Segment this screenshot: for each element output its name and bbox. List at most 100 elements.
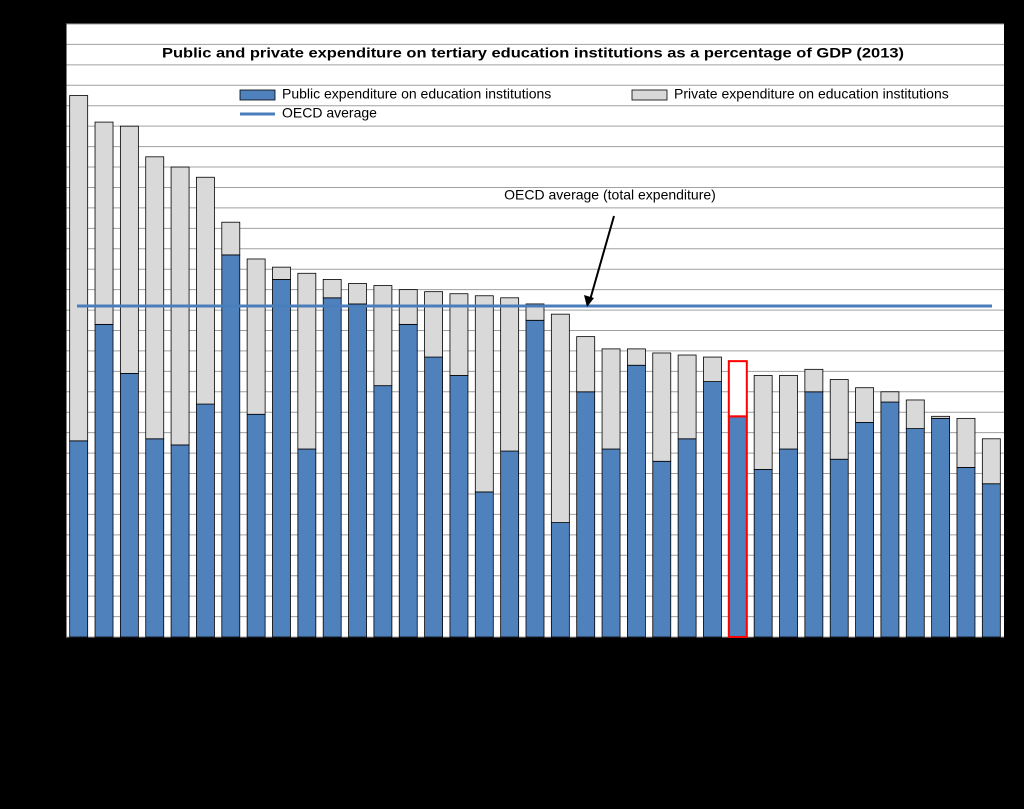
y-tick-label: 2 — [50, 219, 58, 235]
arrow-head — [584, 295, 594, 307]
bar-segment — [779, 375, 798, 450]
y-tick-label: 2.5 — [39, 117, 59, 133]
y-tick-label: 0.8 — [39, 464, 59, 480]
bar-segment — [119, 125, 139, 374]
bar-segment — [703, 381, 722, 638]
bar-segment — [322, 297, 342, 638]
y-tick-label: 2.7 — [39, 76, 59, 92]
y-tick-label: 2.6 — [39, 96, 59, 112]
y-tick-label: 2.1 — [39, 199, 59, 215]
bar-segment — [753, 375, 773, 470]
y-tick-label: 1.4 — [39, 342, 59, 358]
y-tick-label: 2.3 — [39, 158, 59, 174]
bar-segment — [69, 95, 89, 442]
chart-title: Public and private expenditure on tertia… — [162, 45, 904, 61]
bar-segment — [804, 391, 824, 638]
y-tick-label: 2.2 — [39, 178, 59, 194]
bar-segment — [170, 444, 190, 638]
bar-segment — [424, 291, 443, 358]
y-tick-label: 0.5 — [39, 526, 59, 542]
bar-segment — [855, 422, 874, 638]
y-tick-label: 0.1 — [39, 607, 59, 623]
bar-segment — [322, 279, 342, 299]
bar-segment — [956, 417, 976, 468]
bar-segment — [246, 258, 266, 415]
bar-segment — [703, 356, 722, 382]
bar-segment — [221, 254, 241, 638]
bar-segment — [981, 438, 1001, 485]
bar-segment — [576, 336, 596, 393]
y-tick-label: 0.3 — [39, 566, 59, 582]
bar-segment — [905, 428, 925, 638]
y-tick-label: 0.6 — [39, 505, 59, 521]
legend-label: Private expenditure on education institu… — [674, 86, 949, 102]
legend-label: OECD average — [282, 105, 377, 121]
bar-segment — [931, 415, 951, 419]
bar-segment — [272, 279, 291, 638]
bar-segment — [550, 313, 570, 523]
bar-segment — [272, 266, 291, 280]
bar-segment — [449, 293, 469, 376]
bar-segment — [424, 356, 443, 638]
bar-segment — [753, 469, 773, 638]
bar-segment — [500, 297, 520, 452]
y-tick-label: 0.7 — [39, 485, 59, 501]
bar-segment — [94, 121, 114, 325]
y-tick-label: 0.2 — [39, 587, 59, 603]
bar-segment — [449, 375, 469, 638]
y-tick-label: 1.6 — [39, 301, 59, 317]
y-tick-label: 1 — [50, 423, 58, 439]
bar-segment — [829, 379, 849, 460]
y-tick-label: 1.7 — [39, 280, 59, 296]
bar-segment — [119, 373, 139, 638]
bar-segment — [981, 483, 1001, 638]
bar-segment — [880, 401, 900, 638]
bar-segment — [601, 348, 621, 450]
bar-segment — [297, 448, 317, 638]
bar-segment — [373, 285, 393, 387]
y-tick-label: 1.9 — [39, 239, 59, 255]
bar-segment — [652, 352, 672, 462]
legend-swatch — [631, 89, 668, 101]
y-tick-label: 0.9 — [39, 444, 59, 460]
bar-segment — [550, 522, 570, 638]
bar-segment — [601, 448, 621, 638]
y-tick-label: 0.4 — [39, 546, 59, 562]
bar-segment — [677, 438, 697, 638]
bar-segment — [348, 283, 367, 305]
bar-segment — [627, 348, 646, 366]
y-tick-label: 1.2 — [39, 383, 59, 399]
legend-label: Public expenditure on education institut… — [282, 86, 551, 102]
bars — [69, 95, 1001, 638]
y-tick-label: 2.8 — [39, 56, 59, 72]
bar-segment — [576, 391, 596, 638]
bar-segment — [525, 303, 545, 321]
bar-segment — [677, 354, 697, 440]
bar-segment — [905, 399, 925, 429]
bar-segment — [956, 467, 976, 638]
bar-segment — [829, 458, 849, 638]
legend-swatch — [239, 89, 276, 101]
bar-segment — [525, 319, 545, 638]
bar-segment — [652, 460, 672, 638]
y-tick-label: 1.8 — [39, 260, 59, 276]
bar-segment — [69, 440, 89, 638]
y-tick-label: 1.3 — [39, 362, 59, 378]
bar-segment — [855, 387, 874, 423]
y-tick-label: 2.9 — [39, 35, 59, 51]
bar-segment — [373, 385, 393, 638]
y-tick-label: 1.1 — [39, 403, 59, 419]
y-tick-label: 0 — [50, 628, 58, 644]
y-tick-label: 1.5 — [39, 321, 59, 337]
y-tick-label: 2.4 — [39, 137, 59, 153]
bar-segment — [474, 491, 494, 638]
bar-segment — [246, 413, 266, 638]
bar-segment — [727, 415, 748, 638]
bar-segment — [398, 323, 418, 638]
bar-segment — [779, 448, 798, 638]
bar-segment — [196, 403, 215, 638]
bar-segment — [931, 417, 951, 638]
bar-segment — [348, 303, 367, 638]
